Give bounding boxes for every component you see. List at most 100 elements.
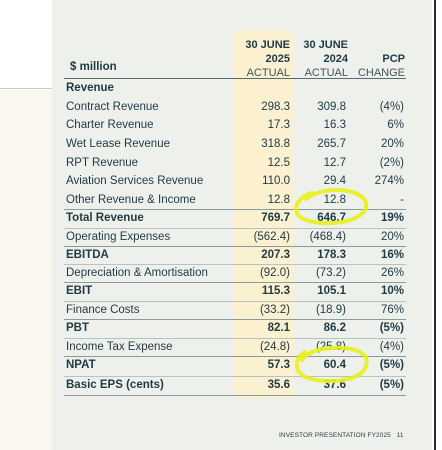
row-label: Income Tax Expense <box>66 341 173 353</box>
row-divider <box>64 209 406 210</box>
margin-divider <box>0 88 52 89</box>
row-label: Aviation Services Revenue <box>66 175 204 187</box>
row-label: EBIT <box>66 285 93 297</box>
value-fy25: 115.3 <box>261 285 290 297</box>
row-label: Contract Revenue <box>66 101 159 113</box>
row-divider <box>64 376 406 377</box>
value-fy25: 57.3 <box>267 359 290 371</box>
value-fy25: 298.3 <box>261 101 290 113</box>
unit-label: $ million <box>70 61 117 73</box>
value-fy24: (18.9) <box>315 304 346 316</box>
value-change: 16% <box>380 249 404 261</box>
value-change: 10% <box>380 285 404 297</box>
value-fy24: 309.8 <box>317 101 346 113</box>
value-fy24: 29.4 <box>323 175 346 187</box>
row-label: NPAT <box>66 359 96 371</box>
row-divider <box>64 246 406 247</box>
page-number: 11 <box>396 432 404 439</box>
value-change: (5%) <box>379 379 404 391</box>
value-fy24: 265.7 <box>317 138 346 150</box>
value-change: (5%) <box>379 322 404 334</box>
value-change: - <box>400 194 404 206</box>
value-change: 19% <box>380 212 404 224</box>
row-divider <box>64 338 406 339</box>
slide-footer: INVESTOR PRESENTATION FY2025 11 <box>279 432 404 439</box>
value-fy24: 105.1 <box>317 285 346 297</box>
col-header-fy25-line2: 2025 <box>265 53 290 65</box>
table-row: PBT 82.1 86.2 (5%) <box>64 320 406 338</box>
row-label: Total Revenue <box>66 212 144 224</box>
header-rule <box>64 78 406 79</box>
col-header-change: PCP CHANGE <box>350 52 405 80</box>
value-fy24: 12.7 <box>323 157 346 169</box>
annotation-circle-total-revenue <box>294 187 369 226</box>
row-label: Depreciation & Amortisation <box>66 267 208 279</box>
table-row: Depreciation & Amortisation (92.0) (73.2) 2… <box>64 265 406 283</box>
col-header-fy24-line1: 30 JUNE <box>303 39 348 51</box>
table-row: Operating Expenses (562.4) (468.4) 20% <box>64 229 406 247</box>
row-label: EBITDA <box>66 249 109 261</box>
value-fy25: 12.8 <box>267 194 290 206</box>
table-row: Charter Revenue 17.3 16.3 6% <box>64 117 406 135</box>
right-edge-bar <box>434 0 436 450</box>
row-divider <box>64 356 406 357</box>
value-fy25: (562.4) <box>253 231 290 243</box>
row-label: RPT Revenue <box>66 157 139 169</box>
value-change: (5%) <box>379 359 404 371</box>
row-label: Operating Expenses <box>66 231 171 243</box>
value-change: (4%) <box>379 101 404 113</box>
table-row: NPAT 57.3 60.4 (5%) <box>64 357 406 375</box>
row-label: Wet Lease Revenue <box>66 138 170 150</box>
value-change: 274% <box>374 175 404 187</box>
table-row: Basic EPS (cents) 35.6 37.6 (5%) <box>64 377 406 395</box>
value-fy25: 82.1 <box>267 322 290 334</box>
row-label: PBT <box>66 322 89 334</box>
table-row: Revenue <box>64 80 406 98</box>
right-edge <box>432 0 442 450</box>
table-row: Contract Revenue 298.3 309.8 (4%) <box>64 99 406 117</box>
col-header-fy25: 30 JUNE 2025 ACTUAL <box>238 38 290 80</box>
row-divider <box>64 282 406 283</box>
col-header-change-line2: CHANGE <box>357 67 405 79</box>
value-fy25: (24.8) <box>259 341 290 353</box>
table-row: Finance Costs (33.2) (18.9) 76% <box>64 302 406 320</box>
value-change: 20% <box>380 138 404 150</box>
table-row: Wet Lease Revenue 318.8 265.7 20% <box>64 136 406 154</box>
value-fy24: 60.4 <box>323 359 346 371</box>
col-header-fy25-line1: 30 JUNE <box>245 39 290 51</box>
value-fy25: 110.0 <box>262 175 290 187</box>
table-row: Aviation Services Revenue 110.0 29.4 274% <box>64 173 406 191</box>
col-header-fy24-line2: 2024 <box>323 53 348 65</box>
value-change: 20% <box>380 231 404 243</box>
row-divider <box>64 228 406 229</box>
value-fy25: 207.3 <box>261 249 290 261</box>
table-row: Other Revenue & Income 12.8 12.8 - <box>64 192 406 210</box>
value-fy24: (73.2) <box>315 267 346 279</box>
col-header-fy24: 30 JUNE 2024 ACTUAL <box>296 38 348 80</box>
row-divider <box>64 264 406 265</box>
value-fy25: 35.6 <box>267 379 290 391</box>
value-fy25: 318.8 <box>261 138 290 150</box>
footer-text: INVESTOR PRESENTATION FY2025 <box>279 432 391 439</box>
value-fy25: 12.5 <box>267 157 290 169</box>
value-fy24: (468.4) <box>309 231 346 243</box>
current-year-column-highlight <box>233 30 294 398</box>
value-change: 26% <box>380 267 404 279</box>
row-divider <box>64 301 406 302</box>
value-change: (2%) <box>379 157 404 169</box>
col-header-fy25-line3: ACTUAL <box>246 67 290 79</box>
value-fy24: 16.3 <box>323 119 346 131</box>
left-margin <box>0 0 52 450</box>
col-header-change-line1: PCP <box>382 53 405 65</box>
value-change: (4%) <box>379 341 404 353</box>
margin-shade <box>0 90 52 450</box>
row-divider <box>64 319 406 320</box>
row-label: Revenue <box>66 82 114 94</box>
table-row: EBIT 115.3 105.1 10% <box>64 283 406 301</box>
value-fy24: 12.8 <box>323 194 346 206</box>
table-row: RPT Revenue 12.5 12.7 (2%) <box>64 155 406 173</box>
value-fy24: 178.3 <box>317 249 346 261</box>
value-change: 76% <box>380 304 404 316</box>
